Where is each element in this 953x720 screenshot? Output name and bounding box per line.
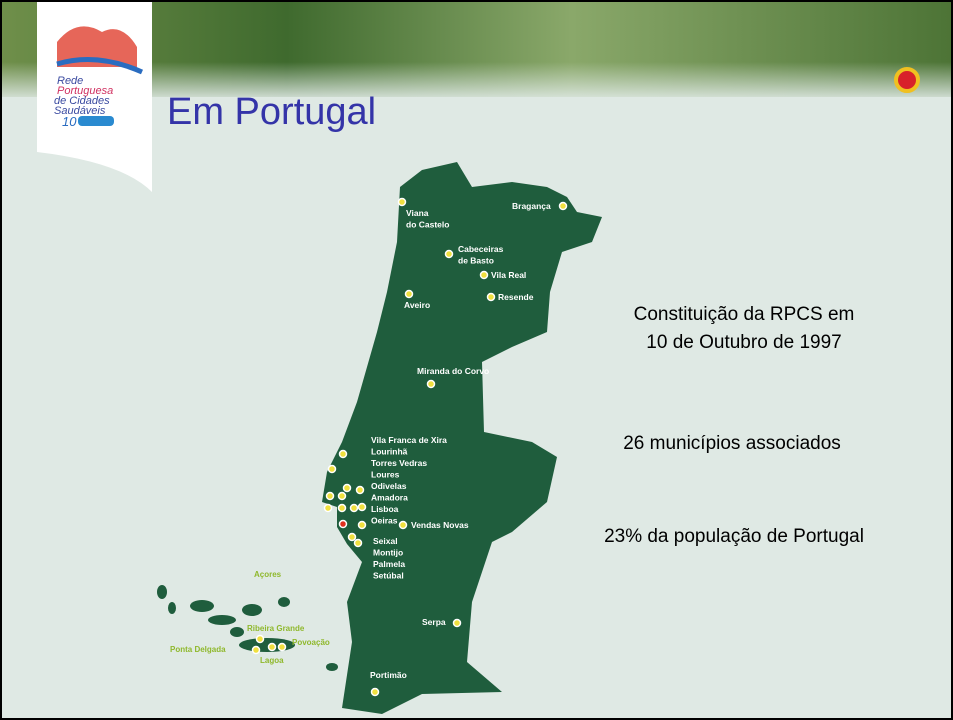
map-label: Loures — [371, 470, 400, 480]
city-dot — [323, 503, 333, 513]
map-label: Cabeceiras — [458, 244, 504, 254]
azores-label: Lagoa — [260, 656, 284, 665]
map-label: Torres Vedras — [371, 458, 427, 468]
city-dot — [338, 519, 348, 529]
logo-badge: 10 — [62, 114, 77, 129]
map-label: Vendas Novas — [411, 520, 469, 530]
city-dot — [355, 485, 365, 495]
city-dot — [342, 483, 352, 493]
city-dot — [251, 645, 261, 655]
map-label: Amadora — [371, 493, 408, 503]
map-label: Aveiro — [404, 300, 430, 310]
map-label: Setúbal — [373, 571, 404, 581]
city-dot — [327, 464, 337, 474]
city-dot — [558, 201, 568, 211]
city-dot — [486, 292, 496, 302]
city-dot — [404, 289, 414, 299]
city-dot — [397, 197, 407, 207]
map-label: Resende — [498, 292, 534, 302]
city-dot — [277, 642, 287, 652]
map-label: Oeiras — [371, 516, 398, 526]
azores-label: Açores — [254, 570, 282, 579]
city-dot — [337, 491, 347, 501]
city-dot — [479, 270, 489, 280]
city-dot — [357, 520, 367, 530]
logo-text: Portuguesa — [57, 85, 113, 97]
portugal-map — [322, 162, 602, 714]
map-label: Montijo — [373, 548, 403, 558]
city-dot — [444, 249, 454, 259]
azores-label: Ponta Delgada — [170, 645, 226, 654]
fact-text: 10 de Outubro de 1997 — [646, 332, 841, 353]
map-label: Odivelas — [371, 481, 407, 491]
map-label: Lourinhã — [371, 447, 408, 457]
map-label: Serpa — [422, 617, 446, 627]
city-dot — [337, 503, 347, 513]
map-label: Lisboa — [371, 504, 399, 514]
city-dot — [426, 379, 436, 389]
logo-wave — [56, 57, 144, 75]
city-dot — [349, 503, 359, 513]
city-dot — [353, 538, 363, 548]
city-dot — [325, 491, 335, 501]
fact-text: 23% da população de Portugal — [604, 526, 864, 547]
city-dots — [251, 197, 568, 697]
map-label: Palmela — [373, 559, 405, 569]
map-label: Viana — [406, 208, 429, 218]
azores-label: Ribeira Grande — [247, 624, 305, 633]
banner-fade — [2, 62, 951, 102]
map-label: Seixal — [373, 536, 398, 546]
slide-title: Em Portugal — [167, 91, 376, 133]
city-dot — [267, 642, 277, 652]
city-dot — [357, 502, 367, 512]
logo-roofs — [57, 26, 137, 67]
city-dot — [347, 532, 357, 542]
logo-badge-shape — [78, 116, 114, 126]
fact-text: 26 municípios associados — [623, 433, 841, 454]
logo-text: Saudáveis — [54, 105, 106, 117]
map-label: Portimão — [370, 670, 407, 680]
city-dot — [452, 618, 462, 628]
city-dot — [255, 634, 265, 644]
map-label: Vila Real — [491, 270, 526, 280]
map-label: Bragança — [512, 201, 551, 211]
map-label: do Castelo — [406, 220, 449, 230]
logo-text: de Cidades — [54, 95, 110, 107]
flag-emblem — [894, 67, 920, 93]
logo-text: Rede — [57, 75, 83, 87]
fact-text: Constituição da RPCS em — [634, 304, 855, 325]
azores-islands — [157, 585, 338, 671]
azores-label: Povoação — [292, 638, 330, 647]
city-dot — [398, 520, 408, 530]
map-label: de Basto — [458, 256, 494, 266]
city-dot — [338, 449, 348, 459]
city-dot — [370, 687, 380, 697]
map-label: Vila Franca de Xira — [371, 435, 447, 445]
map-label: Miranda do Corvo — [417, 366, 489, 376]
